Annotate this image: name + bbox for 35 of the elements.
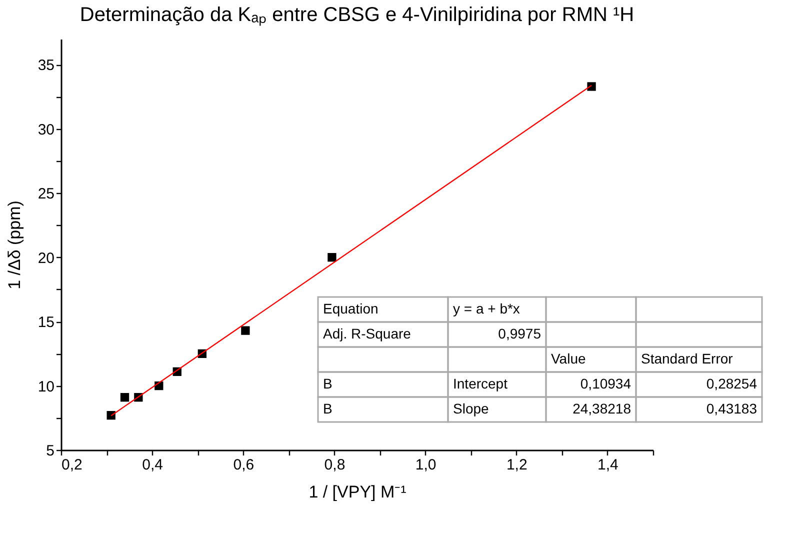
y-tick-label: 10	[38, 378, 54, 396]
y-axis-title: 1 /Δδ (ppm)	[4, 200, 24, 290]
y-tick-label: 20	[38, 250, 54, 267]
annotation: B	[323, 376, 332, 392]
point	[120, 393, 130, 402]
annotation: Intercept	[453, 376, 508, 392]
x-tick-label: 0,8	[324, 456, 346, 474]
annotation: 0,10934	[580, 376, 632, 392]
point	[241, 326, 250, 335]
annotation: B	[323, 400, 332, 416]
y-tick-label: 5	[46, 442, 54, 460]
y-tick-label: 15	[38, 314, 54, 332]
x-tick-label: 0,4	[142, 456, 164, 474]
point	[587, 82, 596, 91]
x-tick-label: 0,2	[62, 456, 82, 474]
x-tick-label: 1,4	[598, 456, 618, 474]
annotation: 24,38218	[572, 400, 632, 416]
annotation: Adj. R-Square	[323, 326, 412, 342]
y-tick-label: 25	[38, 186, 54, 203]
annotation: y = a + b*x	[453, 300, 520, 316]
point	[328, 253, 336, 262]
x-tick-label: 0,6	[233, 456, 254, 474]
x-tick-label: 1,0	[415, 456, 436, 474]
annotation: Equation	[323, 300, 378, 316]
annotation: Value	[551, 350, 586, 366]
x-tick-label: 1,2	[506, 456, 528, 474]
chart-title: Determinação da Kₐₚ entre CBSG e 4-Vinilpiridina por RMN ¹H	[80, 4, 634, 26]
y-tick-label: 30	[38, 121, 54, 138]
annotation: 0,9975	[498, 326, 542, 342]
annotation: Standard Error	[641, 350, 734, 366]
text: 0,43183	[706, 400, 758, 416]
annotation: Slope	[453, 400, 490, 416]
x-axis-title: 1 / [VPY] M⁻¹	[308, 482, 407, 502]
y-tick-label: 35	[38, 57, 54, 74]
text: 0,28254	[706, 376, 758, 392]
